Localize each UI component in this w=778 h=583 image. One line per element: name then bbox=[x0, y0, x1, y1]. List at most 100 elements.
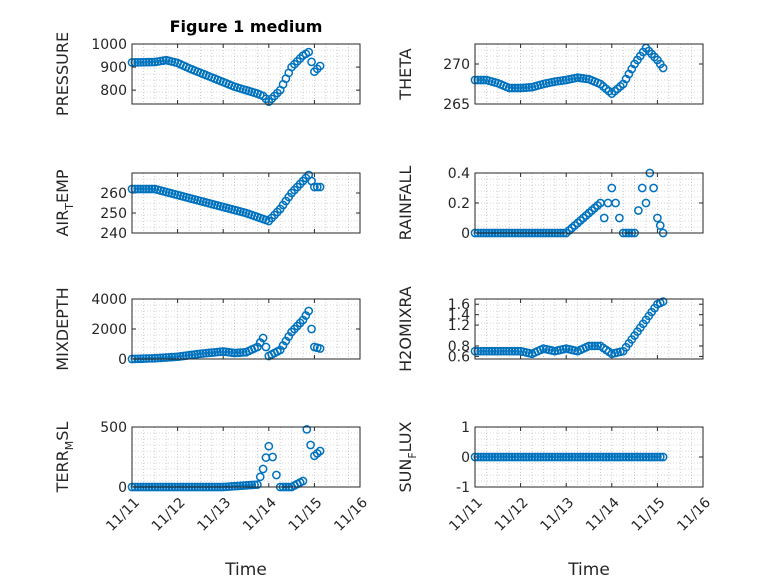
y-axis-label-subscript: M bbox=[63, 441, 76, 451]
data-point bbox=[556, 452, 565, 462]
data-point bbox=[513, 346, 523, 356]
x-tick-label: 11/12 bbox=[149, 495, 189, 535]
data-point bbox=[261, 342, 271, 352]
x-tick-label: 11/13 bbox=[194, 495, 234, 535]
data-point bbox=[255, 472, 265, 482]
y-tick-label: 4000 bbox=[91, 292, 127, 308]
y-axis-label: TERRMSL bbox=[53, 422, 76, 494]
y-tick-label: 265 bbox=[443, 97, 470, 113]
y-axis-label-text: AIR bbox=[53, 210, 72, 237]
data-point bbox=[516, 83, 525, 93]
data-point bbox=[539, 452, 548, 462]
y-tick-label: 1.2 bbox=[448, 318, 470, 334]
data-point bbox=[306, 440, 315, 450]
series-markers bbox=[127, 47, 325, 107]
y-tick-label: 240 bbox=[100, 226, 127, 242]
y-axis-label-subscript: T bbox=[63, 203, 76, 211]
data-point bbox=[621, 452, 631, 462]
y-axis-label: RAINFALL bbox=[396, 166, 415, 241]
data-point bbox=[507, 452, 517, 462]
data-point bbox=[141, 184, 151, 194]
data-point bbox=[167, 352, 177, 362]
data-point bbox=[312, 182, 322, 192]
data-point bbox=[156, 353, 165, 363]
data-point bbox=[604, 452, 614, 462]
data-point bbox=[559, 452, 568, 462]
data-point bbox=[310, 182, 319, 192]
data-point bbox=[649, 183, 658, 193]
y-tick-label: 2000 bbox=[91, 322, 127, 338]
subplot-5: 0 2000 4000 MIXDEPTH bbox=[53, 287, 361, 371]
data-point bbox=[484, 452, 494, 462]
data-point bbox=[561, 452, 571, 462]
data-point bbox=[541, 452, 551, 462]
subplot-2: 265 270 THETA bbox=[396, 43, 704, 113]
data-point bbox=[633, 452, 642, 462]
data-point bbox=[302, 425, 312, 434]
data-point bbox=[521, 452, 531, 462]
data-point bbox=[258, 464, 268, 474]
data-point bbox=[593, 452, 602, 462]
series-markers bbox=[127, 170, 325, 226]
data-point bbox=[139, 184, 148, 194]
data-point bbox=[624, 452, 634, 462]
data-point bbox=[521, 83, 531, 92]
y-tick-label: 1000 bbox=[91, 37, 127, 53]
data-point bbox=[553, 452, 563, 462]
x-tick-label: 11/14 bbox=[240, 495, 280, 535]
axes-box bbox=[131, 426, 361, 488]
axes-box bbox=[474, 172, 704, 234]
data-point bbox=[315, 446, 325, 456]
y-tick-label: 1.6 bbox=[448, 297, 470, 313]
data-point bbox=[136, 184, 145, 194]
data-point bbox=[150, 353, 160, 363]
data-point bbox=[268, 452, 277, 462]
x-tick-label: 11/15 bbox=[286, 495, 326, 535]
data-point bbox=[570, 452, 580, 462]
data-point bbox=[655, 221, 665, 230]
data-point bbox=[161, 353, 171, 362]
data-point bbox=[510, 83, 520, 93]
subplot-7: 0 500 11/11 11/12 11/13 11/14 11/15 11/16 TERRMS… bbox=[53, 420, 371, 580]
data-point bbox=[584, 341, 594, 351]
data-point bbox=[476, 75, 486, 85]
data-point bbox=[530, 452, 540, 462]
data-point bbox=[550, 452, 560, 462]
data-point bbox=[650, 452, 659, 462]
data-point bbox=[196, 349, 205, 359]
x-tick-label: 11/16 bbox=[674, 495, 714, 535]
data-point bbox=[164, 352, 174, 362]
data-point bbox=[147, 57, 157, 67]
data-point bbox=[479, 452, 488, 462]
data-point bbox=[590, 341, 600, 351]
data-point bbox=[637, 183, 647, 193]
series-markers bbox=[470, 43, 668, 98]
axes-box bbox=[474, 426, 704, 488]
data-point bbox=[473, 452, 483, 462]
y-tick-label: 0.8 bbox=[448, 339, 470, 355]
data-point bbox=[210, 347, 219, 357]
data-point bbox=[484, 346, 494, 356]
y-tick-label: 0.4 bbox=[448, 166, 470, 182]
data-point bbox=[618, 452, 628, 462]
data-point bbox=[516, 452, 525, 462]
grid-lines bbox=[132, 427, 360, 487]
data-point bbox=[507, 346, 517, 356]
data-point bbox=[133, 57, 143, 67]
y-axis-label-text: H2OMIXRA bbox=[396, 286, 415, 372]
data-point bbox=[587, 452, 597, 462]
y-tick-label: 0 bbox=[118, 480, 127, 496]
data-point bbox=[272, 470, 281, 480]
y-tick-label: 500 bbox=[100, 420, 127, 436]
subplot-8: -1 0 1 11/11 11/12 11/13 11/14 11/15 11/16 SUNFLU… bbox=[396, 420, 714, 580]
y-axis-label: PRESSURE bbox=[53, 32, 72, 116]
data-point bbox=[250, 480, 259, 490]
data-point bbox=[644, 452, 654, 462]
data-point bbox=[564, 452, 574, 462]
data-point bbox=[153, 353, 162, 363]
data-point bbox=[473, 75, 483, 85]
data-point bbox=[144, 354, 154, 363]
axes-box bbox=[131, 298, 361, 360]
data-point bbox=[519, 83, 528, 93]
data-point bbox=[513, 83, 523, 93]
